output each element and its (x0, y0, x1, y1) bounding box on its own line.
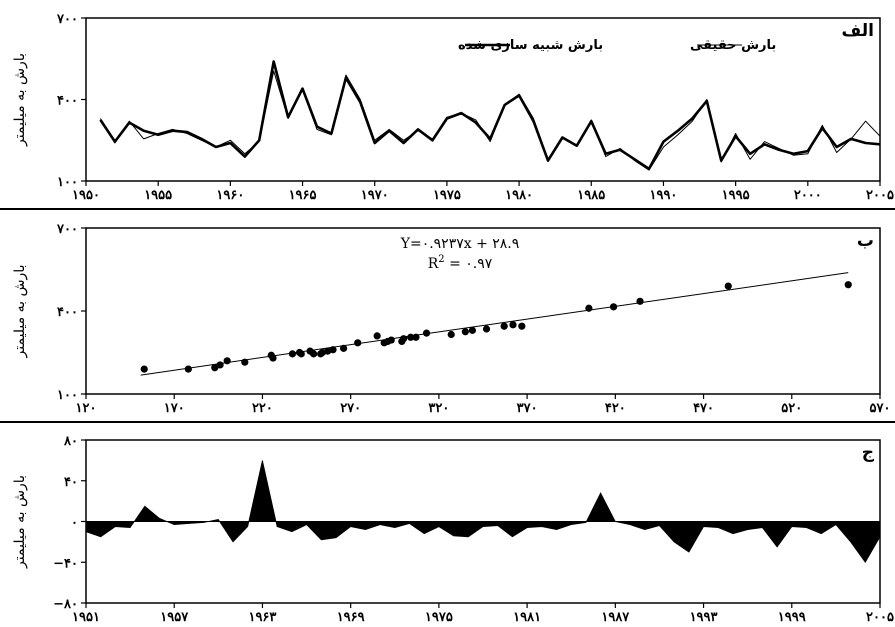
scatter-point (724, 282, 732, 290)
scatter-point (407, 333, 415, 341)
scatter-point (844, 281, 852, 289)
scatter-point (509, 321, 517, 329)
scatter-point (387, 336, 395, 344)
scatter-point (400, 335, 408, 343)
panel-b-x-tick-label: ۴۷۰ (693, 401, 714, 416)
scatter-point (422, 329, 431, 337)
scatter-point (585, 304, 593, 312)
panel-a-x-tick-label: ۱۹۵۵ (144, 188, 172, 203)
panel-a: بارش به میلیمتر الف بارش شبیه سازی شده ب… (12, 12, 894, 203)
panel-c-x-tick-label: ۱۹۶۳ (248, 610, 276, 625)
scatter-point (184, 365, 192, 373)
scatter-point (500, 322, 508, 330)
difference-area (85, 460, 881, 564)
panel-a-y-tick-label: ۱۰۰ (57, 175, 78, 190)
scatter-point (447, 330, 455, 339)
scatter-point (329, 346, 337, 354)
panel-a-x-tick-label: ۱۹۹۵ (722, 188, 750, 203)
panel-b-frame (85, 227, 881, 395)
panel-b-y-tick-label: ۱۰۰ (57, 388, 78, 403)
panel-a-x-tick-label: ۲۰۰۵ (866, 188, 894, 203)
panel-c-x-tick-label: ۱۹۸۱ (513, 610, 541, 625)
scatter-point (223, 357, 231, 365)
scatter-point (211, 364, 219, 372)
panel-c-y-tick-label: ۰ (71, 516, 78, 531)
scatter-point (412, 333, 420, 341)
scatter-point (354, 339, 362, 347)
panel-a-x-tick-label: ۱۹۶۵ (289, 188, 317, 203)
panel-a-x-tick-label: ۱۹۹۰ (649, 188, 677, 203)
panel-a-x-tick-label: ۱۹۷۵ (433, 188, 461, 203)
scatter-point (518, 322, 526, 330)
panel-b-x-tick-label: ۲۷۰ (340, 401, 361, 416)
panel-c-y-tick-label: −۴۰ (53, 556, 78, 571)
panel-a-y-tick-label: ۴۰۰ (57, 94, 78, 109)
scatter-point (269, 354, 277, 362)
panel-c-x-tick-label: ۱۹۸۷ (601, 610, 630, 625)
scatter-point (373, 332, 381, 340)
legend: بارش شبیه سازی شده بارش حقیقی (458, 38, 776, 53)
panel-c-x-tick-label: ۱۹۶۹ (337, 610, 365, 625)
panel-c-y-tick-label: ۴۰ (64, 475, 78, 490)
scatter-point (241, 358, 249, 366)
panel-c-x-tick-label: ۱۹۵۱ (72, 610, 100, 625)
regression-equation: Y=۰.۹۲۳۷x + ۲۸.۹ (400, 236, 520, 252)
panel-b-y-axis-label: بارش به میلیمتر (12, 265, 28, 359)
scatter-point (636, 297, 644, 305)
panel-b-x-tick-label: ۱۲۰ (76, 401, 97, 416)
panel-c-x-tick-label: ۱۹۷۵ (425, 610, 453, 625)
panel-b-x-tick-label: ۱۷۰ (164, 401, 185, 416)
panel-c-x-tick-label: ۱۹۵۷ (160, 610, 189, 625)
scatter-point (297, 350, 305, 358)
observed-series-line (99, 70, 881, 171)
panel-b-x-tick-label: ۳۲۰ (428, 401, 449, 416)
panel-a-y-axis-label: بارش به میلیمتر (12, 53, 28, 147)
panel-b-x-tick-label: ۲۲۰ (252, 401, 273, 416)
scatter-point (461, 328, 469, 336)
scatter-point (310, 350, 318, 358)
scatter-point (216, 361, 224, 369)
scatter-point (468, 326, 477, 334)
r-squared-label: R2 = ۰.۹۷ (428, 254, 493, 272)
scatter-point (609, 303, 618, 311)
panel-c-x-tick-label: ۱۹۹۳ (690, 610, 718, 625)
panel-a-x-tick-label: ۱۹۷۰ (361, 188, 389, 203)
panel-a-letter: الف (842, 21, 874, 41)
scatter-point (288, 350, 297, 358)
panel-b-letter: ب (857, 231, 874, 251)
panel-b-x-tick-label: ۵۲۰ (781, 401, 802, 416)
regression-line (140, 272, 849, 376)
panel-c-y-axis-label: بارش به میلیمتر (12, 475, 28, 569)
legend-label-observed: بارش حقیقی (690, 38, 776, 53)
legend-label-simulated: بارش شبیه سازی شده (458, 38, 603, 53)
scatter-point (340, 344, 348, 352)
panel-b-x-tick-label: ۴۲۰ (605, 401, 626, 416)
panel-a-x-tick-label: ۱۹۶۰ (216, 188, 244, 203)
panel-a-y-tick-label: ۷۰۰ (56, 12, 78, 27)
panel-a-x-tick-label: ۱۹۵۰ (72, 188, 100, 203)
panel-c-y-tick-label: ۸۰ (63, 434, 78, 449)
panel-b-x-tick-label: ۵۷۰ (870, 401, 891, 416)
panel-c-letter: ج (862, 443, 875, 463)
simulated-series-line (99, 60, 881, 171)
panel-b: بارش به میلیمتر ب Y=۰.۹۲۳۷x + ۲۸.۹ R2 = … (12, 222, 890, 416)
panel-a-x-tick-label: ۱۹۸۰ (505, 188, 533, 203)
panel-a-x-tick-label: ۲۰۰۰ (794, 188, 822, 203)
panel-c-y-tick-label: −۸۰ (53, 597, 78, 612)
scatter-point (482, 325, 491, 333)
scatter-point (140, 365, 148, 373)
panel-c-x-tick-label: ۱۹۹۹ (778, 610, 806, 625)
panel-c-x-tick-label: ۲۰۰۵ (866, 610, 894, 625)
panel-c: بارش به میلیمتر ج ۱۹۵۱ ۱۹۵۷ ۱۹۶۳ ۱۹۶۹ ۱۹۷۵ ۱۹… (12, 434, 894, 625)
panel-b-y-tick-label: ۷۰۰ (56, 222, 78, 237)
panel-b-y-tick-label: ۴۰۰ (57, 305, 78, 320)
panel-a-x-tick-label: ۱۹۸۵ (577, 188, 605, 203)
panel-b-x-tick-label: ۳۷۰ (517, 401, 538, 416)
